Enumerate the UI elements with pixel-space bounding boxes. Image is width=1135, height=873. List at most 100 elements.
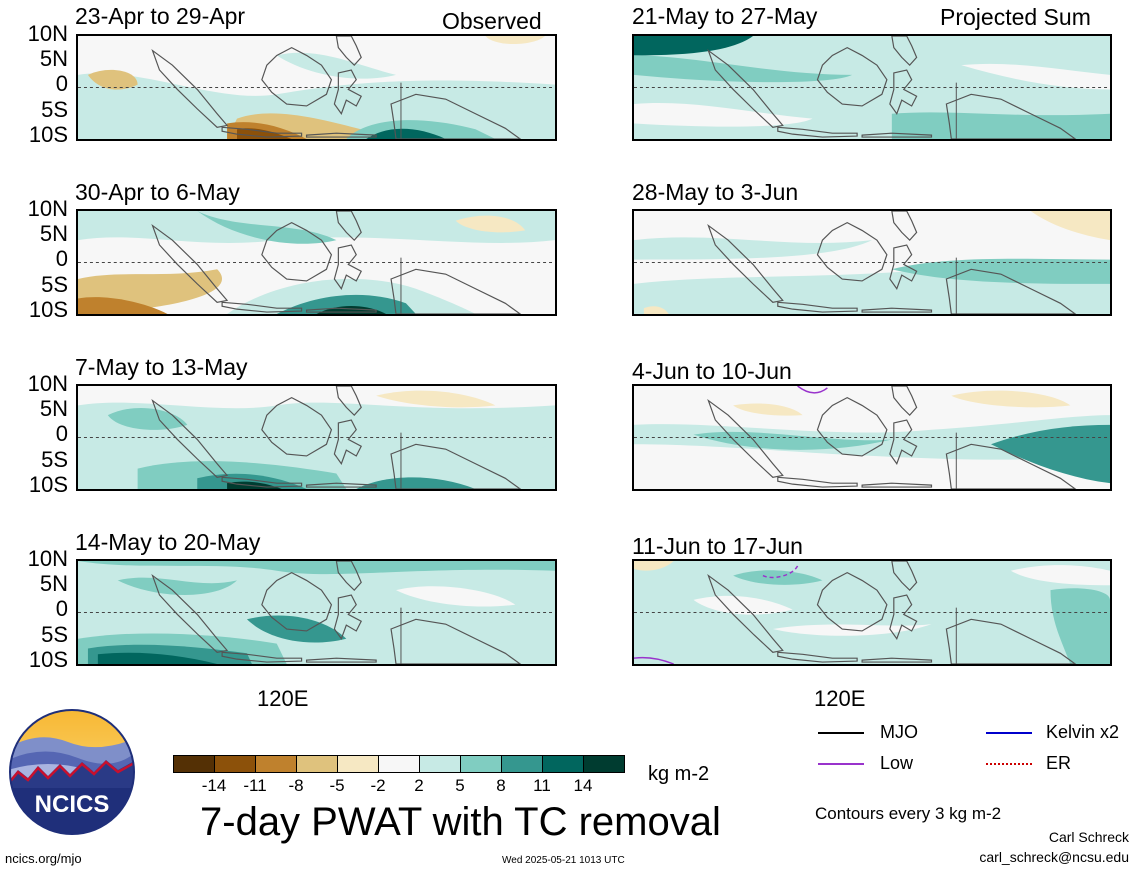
- coastline: [777, 301, 858, 313]
- mjo-key-label: MJO: [880, 722, 918, 742]
- coastline: [221, 126, 303, 138]
- coastline: [945, 443, 1077, 489]
- anomaly-field: [78, 297, 168, 314]
- panel-title-right-3: 4-Jun to 10-Jun: [632, 358, 792, 384]
- coastline: [707, 48, 784, 128]
- observed-header: Observed: [442, 8, 542, 34]
- coastline: [889, 594, 918, 640]
- figure-title: 7-day PWAT with TC removal: [200, 800, 721, 844]
- panel-title-right-2: 28-May to 3-Jun: [632, 179, 799, 205]
- anomaly-field: [634, 237, 872, 260]
- email: carl_schreck@ncsu.edu: [979, 849, 1129, 865]
- lat-label-row2-1: 5N: [39, 221, 68, 246]
- lat-label-row4-4: 10S: [28, 647, 68, 672]
- coastline: [707, 573, 784, 653]
- anomaly-field: [117, 577, 237, 596]
- er-key-label: ER: [1046, 753, 1072, 773]
- anomaly-field: [891, 258, 1110, 284]
- colorbar-tick-label: -14: [201, 776, 227, 795]
- colorbar-swatch: [583, 755, 625, 773]
- coastline: [889, 69, 918, 115]
- colorbar-tick-label: -2: [370, 776, 386, 795]
- panel-title-left-4: 14-May to 20-May: [75, 529, 261, 555]
- coastline: [889, 419, 918, 465]
- anomaly-field: [693, 431, 892, 450]
- coastline: [861, 132, 933, 138]
- anomaly-field: [107, 407, 188, 430]
- colorbar-swatch: [337, 755, 379, 773]
- anomaly-field: [276, 52, 396, 79]
- lat-label-row2-0: 10N: [27, 196, 68, 221]
- lat-label-row3-1: 5N: [39, 396, 68, 421]
- map-left-3: [78, 386, 555, 489]
- map-right-2: [634, 211, 1110, 314]
- lat-label-row2-2: 0: [55, 246, 68, 271]
- colorbar-tick-label: -11: [243, 776, 267, 795]
- map-left-2: [78, 211, 555, 314]
- coastline: [707, 223, 784, 303]
- coastline: [390, 268, 522, 314]
- map-panel-right-4: [632, 559, 1112, 666]
- coastline: [945, 618, 1077, 664]
- lat-label-row4-2: 0: [55, 596, 68, 621]
- lat-label-row1-0: 10N: [27, 21, 68, 46]
- coastline: [390, 618, 522, 664]
- colorbar-tick-label: 5: [455, 776, 465, 795]
- colorbar-swatch: [255, 755, 297, 773]
- colorbar-tick-label: 11: [533, 776, 551, 795]
- map-panel-left-1: [76, 34, 557, 141]
- anomaly-field: [87, 69, 138, 90]
- anomaly-field: [961, 63, 1110, 90]
- anomaly-field: [485, 36, 546, 45]
- colorbar-tick-label: 2: [414, 776, 424, 795]
- coastline: [390, 443, 522, 489]
- ncics-logo: NCICS: [9, 709, 135, 835]
- map-panel-left-3: [76, 384, 557, 491]
- coastline: [151, 48, 229, 128]
- anomaly-field: [97, 652, 218, 664]
- colorbar-swatch: [214, 755, 256, 773]
- coastline: [891, 386, 918, 417]
- anomaly-field: [891, 112, 1110, 139]
- panel-title-left-3: 7-May to 13-May: [75, 354, 248, 380]
- colorbar-tick-label: -5: [329, 776, 345, 795]
- colorbar-swatch: [501, 755, 543, 773]
- map-right-1: [634, 36, 1110, 139]
- anomaly-field: [634, 103, 813, 127]
- low-key-label: Low: [880, 753, 914, 773]
- coastline: [305, 657, 377, 663]
- coastline: [891, 36, 918, 67]
- coastline: [151, 223, 229, 303]
- lat-label-row1-1: 5N: [39, 46, 68, 71]
- anomaly-field: [991, 424, 1110, 484]
- anomaly-field: [1010, 565, 1110, 586]
- anomaly-field: [634, 55, 853, 83]
- er-key-line: [986, 763, 1032, 765]
- coastline: [221, 651, 303, 663]
- map-panel-right-1: [632, 34, 1112, 141]
- anomaly-field: [246, 615, 347, 643]
- coastline: [221, 476, 303, 488]
- anomaly-field: [1030, 211, 1110, 241]
- colorbar-tick-label: 8: [496, 776, 506, 795]
- anomaly-field: [376, 390, 496, 408]
- coastline: [777, 476, 858, 488]
- anomaly-field: [366, 128, 446, 139]
- panel-title-right-4: 11-Jun to 17-Jun: [632, 533, 803, 559]
- timestamp: Wed 2025-05-21 1013 UTC: [502, 855, 625, 866]
- coastline: [335, 36, 362, 67]
- anomaly-field: [634, 561, 674, 571]
- map-right-4: [634, 561, 1110, 664]
- coastline: [335, 561, 362, 592]
- anomaly-field: [396, 586, 516, 607]
- anomaly-field: [197, 211, 337, 244]
- coastline: [861, 482, 933, 488]
- map-right-3: [634, 386, 1110, 489]
- map-panel-left-4: [76, 559, 557, 666]
- coastline: [333, 594, 363, 640]
- coastline: [891, 211, 918, 242]
- coastline: [889, 244, 918, 290]
- coastline: [777, 651, 858, 663]
- x-label-right: 120E: [814, 686, 866, 711]
- anomaly-field: [1050, 588, 1110, 664]
